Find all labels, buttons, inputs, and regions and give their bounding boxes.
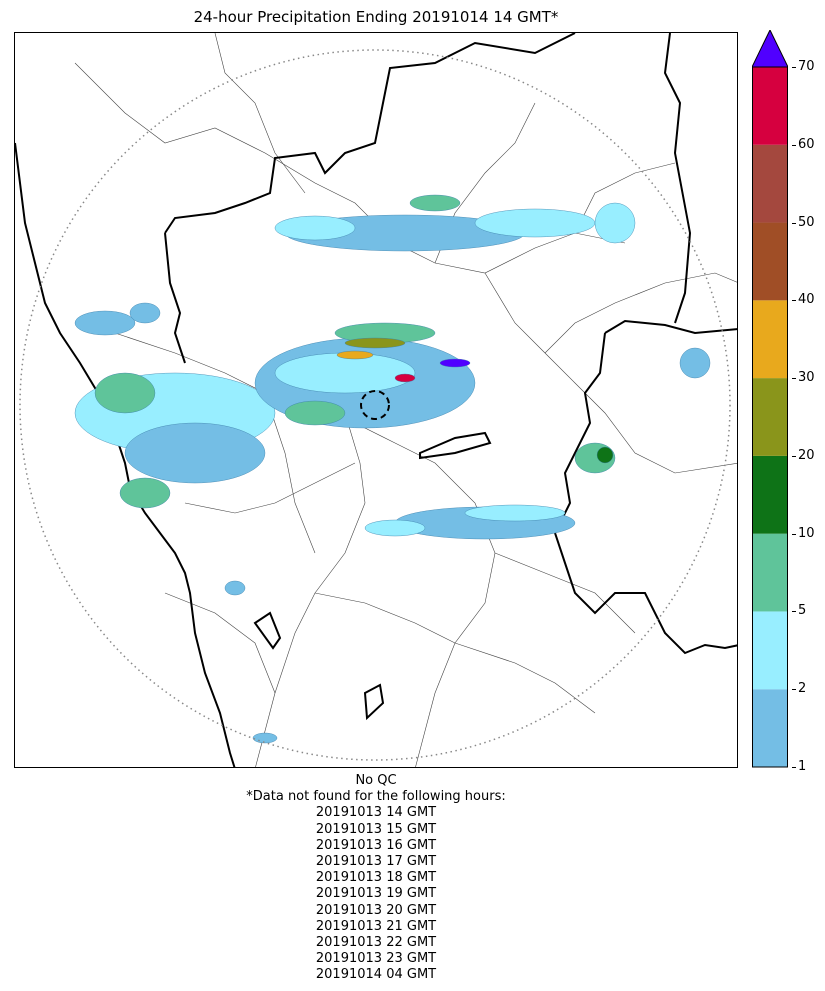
colorbar-tick-label: 60 (798, 136, 815, 152)
colorbar-swatch (752, 67, 788, 145)
missing-hour-item: 20191013 15 GMT (315, 821, 437, 837)
colorbar (752, 30, 788, 768)
colorbar-tick (792, 533, 796, 535)
colorbar-tick-label: 5 (798, 603, 807, 619)
colorbar-swatch (752, 455, 788, 534)
colorbar-tick-label: 2 (798, 681, 807, 697)
radar-site-marker (360, 390, 390, 420)
missing-hour-item: 20191013 16 GMT (315, 837, 437, 853)
colorbar-swatch (752, 689, 788, 767)
colorbar-border (752, 66, 788, 768)
colorbar-tick (792, 300, 796, 302)
missing-hour-item: 20191013 18 GMT (315, 870, 437, 886)
precipitation-shading (74, 194, 711, 744)
footer-notes: No QC *Data not found for the following … (0, 773, 752, 984)
colorbar-tick-label: 10 (798, 525, 815, 541)
colorbar-labels: 1 2 5 10 20 30 40 50 60 70 (792, 0, 825, 991)
colorbar-swatch (752, 611, 788, 690)
missing-hour-item: 20191013 21 GMT (315, 918, 437, 934)
qc-note: No QC (355, 773, 397, 788)
coastline (15, 142, 236, 767)
colorbar-swatch (752, 144, 788, 223)
colorbar-swatch (752, 378, 788, 456)
map-title: 24-hour Precipitation Ending 20191014 14… (193, 8, 559, 26)
colorbar-tick-label: 40 (798, 292, 815, 308)
colorbar-tick (792, 222, 796, 224)
missing-hour-item: 20191013 19 GMT (315, 886, 437, 902)
colorbar-tick (792, 67, 796, 68)
missing-hour-item: 20191013 17 GMT (315, 854, 437, 870)
colorbar-tick (792, 144, 796, 146)
colorbar-tick-label: 20 (798, 447, 815, 463)
colorbar-swatches (752, 30, 788, 768)
colorbar-tick-label: 30 (798, 370, 815, 386)
colorbar-tick (792, 689, 796, 691)
colorbar-tick (792, 611, 796, 613)
colorbar-extend-arrow (752, 30, 788, 68)
colorbar-tick (792, 455, 796, 457)
colorbar-tick (792, 767, 796, 768)
missing-hour-item: 20191014 04 GMT (315, 967, 437, 983)
colorbar-tick-label: 1 (798, 759, 807, 774)
colorbar-tick (792, 378, 796, 380)
missing-hour-item: 20191013 14 GMT (315, 805, 437, 821)
missing-data-note: *Data not found for the following hours: (246, 789, 506, 805)
colorbar-tick-label: 50 (798, 214, 815, 230)
missing-hour-item: 20191013 22 GMT (315, 935, 437, 951)
missing-hour-item: 20191013 23 GMT (315, 951, 437, 967)
missing-hour-item: 20191013 20 GMT (315, 902, 437, 918)
colorbar-swatch (752, 533, 788, 612)
radar-map[interactable] (14, 32, 738, 768)
colorbar-tick-label: 70 (798, 59, 815, 74)
missing-hours-list: 20191013 14 GMT 20191013 15 GMT 20191013 1… (0, 805, 752, 983)
colorbar-swatch (752, 222, 788, 301)
state-borders (164, 33, 737, 721)
colorbar-swatch (752, 300, 788, 379)
map-canvas (15, 33, 737, 767)
radar-range-ring (19, 49, 731, 761)
